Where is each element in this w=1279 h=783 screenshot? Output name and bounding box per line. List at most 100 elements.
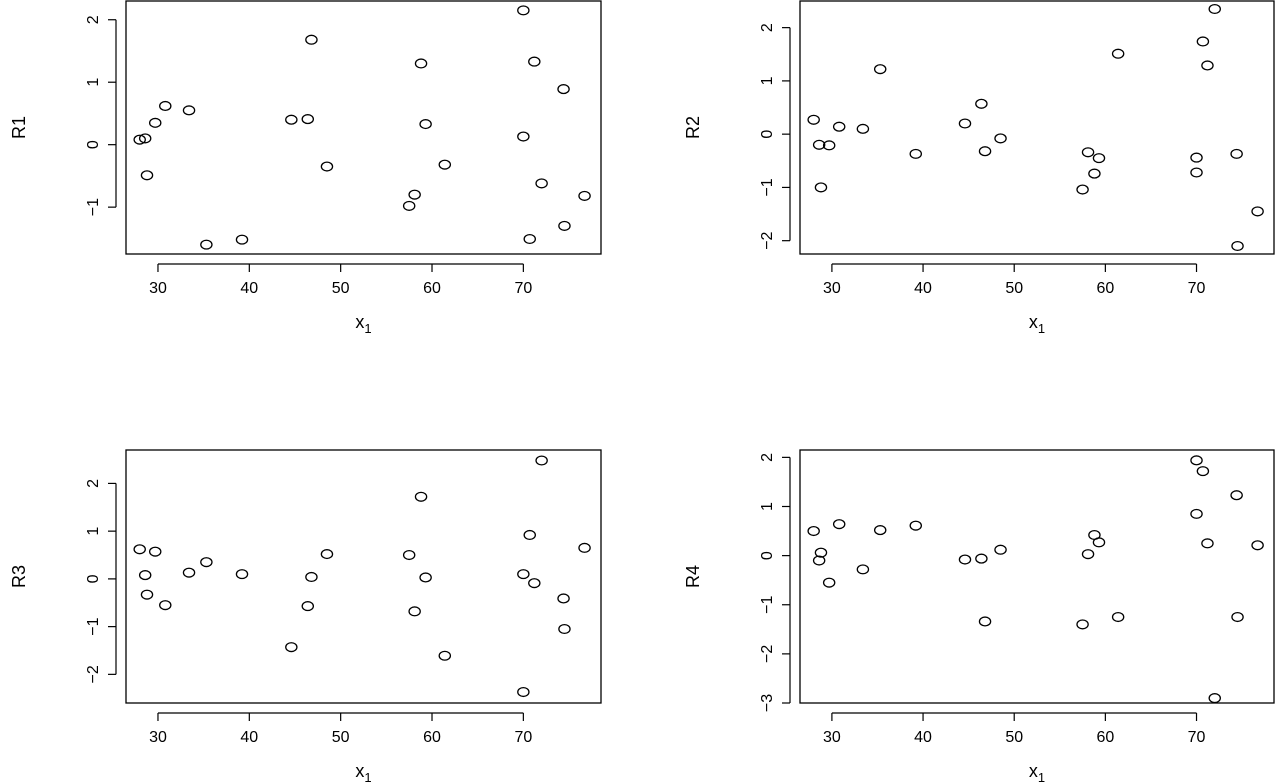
data-point bbox=[140, 170, 154, 181]
y-tick-label: 0 bbox=[85, 140, 102, 149]
data-point bbox=[958, 118, 972, 129]
y-tick-label: 2 bbox=[85, 479, 102, 488]
data-point bbox=[414, 58, 428, 69]
x-tick-label: 40 bbox=[240, 280, 258, 297]
x-tick-label: 30 bbox=[149, 729, 167, 746]
data-point bbox=[182, 567, 196, 578]
data-point bbox=[517, 5, 530, 16]
data-point bbox=[402, 549, 416, 561]
data-point bbox=[301, 114, 315, 125]
panel-4: 30 40 50 60 70 −3 −2 −1 0 1 2 x1 R4 bbox=[683, 449, 1275, 783]
x-tick-label: 60 bbox=[1096, 280, 1114, 297]
data-point bbox=[975, 98, 988, 109]
data-point bbox=[523, 529, 537, 541]
x-tick-label: 30 bbox=[149, 280, 167, 297]
data-point bbox=[1076, 619, 1089, 630]
data-point bbox=[822, 577, 836, 588]
data-point bbox=[1111, 611, 1125, 623]
data-point bbox=[301, 601, 315, 612]
data-point bbox=[438, 650, 452, 661]
data-point bbox=[558, 623, 571, 635]
data-point bbox=[408, 606, 421, 617]
data-point bbox=[975, 553, 988, 564]
data-point bbox=[909, 520, 923, 531]
x-tick-label: 70 bbox=[514, 280, 532, 297]
data-point bbox=[419, 119, 432, 130]
data-point bbox=[1190, 152, 1203, 163]
x-tick-label: 60 bbox=[423, 729, 441, 746]
data-point bbox=[909, 148, 923, 159]
x-tick-label: 40 bbox=[914, 729, 932, 746]
data-point bbox=[402, 200, 416, 211]
data-point bbox=[235, 234, 249, 245]
y-axis-label: R1 bbox=[9, 116, 29, 139]
y-tick-label: −1 bbox=[85, 198, 102, 216]
y-tick-label: 1 bbox=[85, 78, 102, 87]
panel-3: 30 40 50 60 70 −2 −1 0 1 2 x1 R3 bbox=[9, 449, 602, 783]
data-point bbox=[148, 546, 162, 557]
data-point bbox=[994, 133, 1007, 144]
data-point bbox=[1190, 167, 1203, 178]
data-point bbox=[182, 105, 196, 116]
y-tick-label: 0 bbox=[85, 574, 102, 583]
x-tick-label: 30 bbox=[823, 280, 841, 297]
data-point bbox=[148, 117, 162, 128]
data-point bbox=[133, 134, 146, 145]
data-point bbox=[159, 600, 172, 611]
data-point bbox=[138, 570, 152, 581]
data-point bbox=[535, 178, 548, 189]
data-point bbox=[1251, 206, 1264, 217]
y-tick-label: 1 bbox=[759, 502, 776, 511]
y-tick-label: 0 bbox=[759, 551, 776, 560]
panel-1: 30 40 50 60 70 −1 0 1 2 x1 R1 bbox=[9, 0, 602, 336]
data-point bbox=[856, 123, 870, 134]
data-point bbox=[1208, 3, 1222, 15]
data-point bbox=[958, 554, 972, 565]
data-point bbox=[1081, 147, 1095, 158]
data-point bbox=[1196, 466, 1210, 477]
data-point bbox=[305, 571, 318, 583]
y-tick-label: −2 bbox=[85, 665, 102, 683]
data-point bbox=[1230, 490, 1243, 501]
data-point bbox=[523, 233, 537, 245]
x-axis-label: x1 bbox=[355, 761, 371, 783]
data-point bbox=[832, 121, 846, 132]
y-tick-label: −1 bbox=[759, 596, 776, 614]
data-point bbox=[285, 114, 298, 125]
data-point bbox=[814, 182, 828, 193]
data-point bbox=[578, 542, 591, 553]
data-point bbox=[528, 56, 541, 67]
y-tick-label: −2 bbox=[759, 231, 776, 249]
data-point bbox=[1231, 611, 1244, 623]
data-point bbox=[419, 572, 432, 583]
data-point bbox=[1251, 540, 1264, 551]
x-tick-label: 70 bbox=[1188, 729, 1206, 746]
y-tick-label: 0 bbox=[759, 130, 776, 139]
x-tick-label: 60 bbox=[423, 280, 441, 297]
y-tick-label: 2 bbox=[85, 15, 102, 24]
data-point bbox=[285, 642, 298, 653]
data-point bbox=[1196, 36, 1210, 47]
data-point bbox=[1230, 148, 1243, 159]
data-point bbox=[1111, 48, 1125, 59]
data-point bbox=[133, 544, 146, 555]
data-point bbox=[807, 526, 820, 537]
y-tick-label: 2 bbox=[759, 453, 776, 462]
data-point bbox=[1081, 549, 1095, 560]
data-point bbox=[812, 555, 826, 566]
x-tick-label: 50 bbox=[1005, 280, 1023, 297]
data-point bbox=[235, 569, 249, 580]
data-point bbox=[1088, 168, 1101, 179]
data-point bbox=[1201, 60, 1214, 71]
data-point bbox=[535, 455, 548, 466]
data-point bbox=[320, 549, 334, 560]
y-tick-label: 1 bbox=[759, 76, 776, 85]
data-point bbox=[438, 159, 452, 170]
data-point bbox=[873, 64, 887, 75]
data-point bbox=[814, 547, 828, 558]
y-axis-label: R3 bbox=[9, 565, 29, 588]
x-tick-label: 30 bbox=[823, 729, 841, 746]
data-point bbox=[1201, 538, 1214, 549]
data-point bbox=[873, 525, 887, 536]
